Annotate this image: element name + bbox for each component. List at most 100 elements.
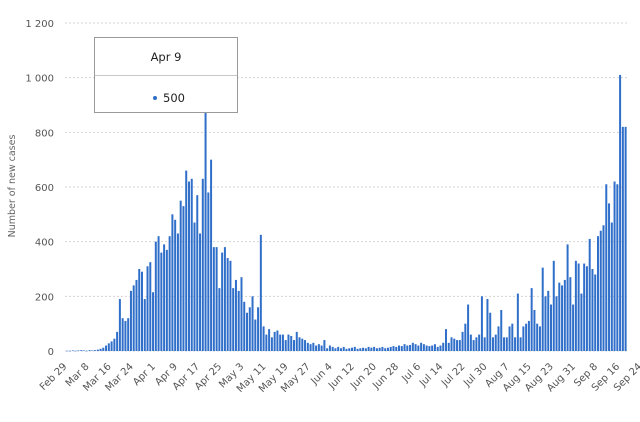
bar — [538, 326, 541, 351]
bar — [500, 310, 503, 351]
x-tick-label: Feb 29 — [38, 361, 70, 393]
bar — [182, 206, 185, 351]
bar — [284, 340, 287, 351]
bar — [351, 347, 354, 351]
bar — [453, 338, 456, 351]
x-tick-label: Apr 1 — [131, 361, 158, 388]
bar — [558, 282, 561, 351]
bar — [610, 222, 613, 351]
bar — [491, 337, 494, 351]
bar — [146, 266, 149, 351]
bars — [66, 74, 627, 352]
bar — [187, 181, 190, 351]
bar — [179, 200, 182, 351]
bar — [480, 296, 483, 351]
bar — [176, 233, 179, 351]
bar — [580, 293, 583, 351]
bar — [536, 323, 539, 351]
bar — [519, 337, 522, 351]
bar — [574, 260, 577, 351]
bar — [94, 350, 97, 351]
bar — [406, 345, 409, 351]
bar — [201, 178, 204, 351]
bar — [409, 344, 412, 351]
bar — [212, 247, 215, 351]
bar — [127, 318, 130, 351]
bar — [433, 344, 436, 351]
y-tick-label: 0 — [48, 347, 54, 358]
bar — [246, 312, 249, 351]
bar — [392, 346, 395, 351]
bar — [566, 244, 569, 351]
series-marker-icon — [153, 96, 157, 100]
bar — [431, 345, 434, 351]
bar — [411, 342, 414, 351]
bar — [309, 344, 312, 351]
bar — [624, 126, 627, 352]
bar — [306, 342, 309, 351]
bar — [497, 326, 500, 351]
bar — [174, 219, 177, 351]
bar — [552, 260, 555, 351]
bar — [417, 345, 420, 351]
bar — [163, 244, 166, 351]
bar — [378, 347, 381, 351]
bar — [583, 263, 586, 351]
bar — [563, 279, 566, 351]
bar — [160, 252, 163, 351]
bar — [196, 195, 199, 351]
bar — [262, 326, 265, 351]
bar — [152, 292, 155, 351]
bar — [193, 222, 196, 351]
bar — [420, 342, 423, 351]
bar — [596, 236, 599, 351]
bar — [124, 320, 127, 351]
bar — [243, 301, 246, 351]
bar — [304, 340, 307, 351]
bar — [190, 178, 193, 351]
tooltip-title: Apr 9 — [150, 50, 182, 64]
bar — [447, 342, 450, 351]
tooltip-value: 500 — [163, 91, 185, 105]
bar — [298, 337, 301, 351]
bar — [257, 307, 260, 351]
bar — [494, 334, 497, 351]
bar — [99, 348, 102, 351]
y-axis-title: Number of new cases — [7, 135, 18, 238]
bar — [118, 299, 121, 351]
y-tick-labels: 0 200 400 600 800 1 000 1 200 — [25, 19, 54, 358]
bar — [541, 267, 544, 351]
bar — [82, 350, 85, 352]
bar — [143, 299, 146, 351]
bar — [326, 348, 329, 351]
bar — [102, 347, 105, 351]
bar — [334, 348, 337, 351]
y-tick-label: 800 — [35, 128, 54, 139]
x-tick-label: Jul 22 — [439, 361, 467, 389]
bar — [436, 346, 439, 351]
y-tick-label: 400 — [35, 238, 54, 249]
bar — [240, 277, 243, 351]
bar — [226, 258, 229, 351]
bar — [91, 350, 94, 352]
bar — [608, 203, 611, 351]
bar — [389, 346, 392, 351]
y-tick-label: 1 000 — [25, 74, 54, 85]
bar — [555, 296, 558, 351]
y-tick-label: 600 — [35, 183, 54, 194]
bar — [522, 326, 525, 351]
x-tick-label: Jul 30 — [461, 361, 489, 389]
bar — [315, 345, 318, 351]
bar — [71, 350, 74, 352]
bar — [621, 126, 624, 352]
bar — [223, 247, 226, 351]
bar — [414, 344, 417, 351]
bar — [234, 279, 237, 351]
bar — [157, 236, 160, 351]
bar — [138, 269, 141, 351]
bar — [348, 348, 351, 351]
bar — [113, 338, 116, 351]
bar — [591, 269, 594, 351]
bar — [547, 290, 550, 351]
bar — [320, 345, 323, 351]
